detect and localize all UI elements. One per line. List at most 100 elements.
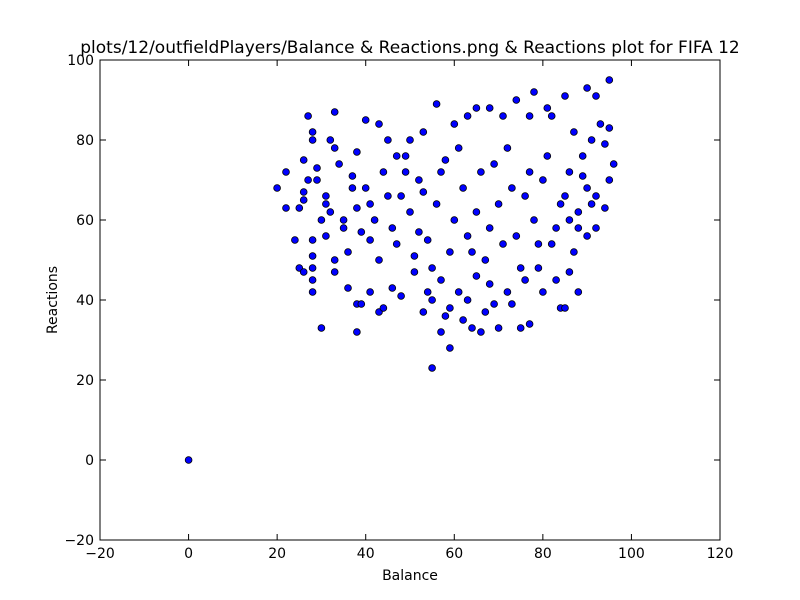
- data-point: [344, 284, 352, 292]
- data-point: [543, 152, 552, 160]
- data-point: [397, 292, 405, 300]
- data-point: [485, 224, 494, 232]
- data-point: [578, 172, 587, 180]
- data-point: [565, 168, 574, 176]
- data-point: [547, 112, 556, 120]
- data-point: [583, 184, 591, 192]
- y-tick-label: 60: [76, 213, 94, 229]
- data-point: [308, 264, 317, 272]
- data-point: [601, 204, 609, 212]
- data-point: [503, 144, 512, 152]
- data-point: [530, 216, 538, 224]
- data-point: [574, 208, 583, 216]
- data-point: [282, 204, 290, 212]
- data-point: [446, 304, 454, 312]
- data-point: [326, 208, 335, 216]
- data-point: [534, 264, 543, 272]
- data-point: [574, 224, 583, 232]
- data-point: [308, 236, 317, 244]
- data-point: [366, 200, 374, 208]
- data-point: [512, 232, 521, 240]
- data-point: [295, 204, 304, 212]
- data-point: [494, 324, 503, 332]
- data-point: [525, 112, 534, 120]
- data-point: [472, 272, 481, 280]
- data-point: [543, 104, 552, 112]
- data-point: [490, 160, 498, 168]
- data-point: [406, 208, 414, 216]
- data-point: [472, 104, 481, 112]
- data-point: [273, 184, 281, 192]
- data-point: [308, 276, 317, 284]
- data-point: [308, 252, 317, 260]
- data-point: [392, 240, 401, 248]
- data-point: [357, 228, 366, 236]
- data-point: [508, 184, 516, 192]
- x-tick-label: 0: [184, 546, 193, 562]
- data-point: [348, 184, 357, 192]
- data-point: [330, 256, 339, 264]
- data-point: [450, 216, 459, 224]
- data-point: [481, 308, 490, 316]
- data-point: [317, 324, 326, 332]
- data-point: [570, 128, 578, 136]
- data-point: [299, 196, 308, 204]
- y-tick-label: 20: [76, 373, 94, 389]
- data-point: [353, 148, 361, 156]
- data-point: [375, 256, 383, 264]
- data-point: [454, 144, 463, 152]
- data-point: [494, 200, 503, 208]
- data-point: [583, 84, 591, 92]
- y-axis-label: Reactions: [45, 266, 61, 334]
- data-point: [530, 88, 538, 96]
- data-point: [512, 96, 521, 104]
- data-point: [335, 160, 343, 168]
- data-point: [490, 300, 498, 308]
- data-point: [410, 268, 419, 276]
- data-point: [587, 200, 596, 208]
- data-point: [463, 232, 472, 240]
- data-point: [534, 240, 543, 248]
- data-point: [609, 160, 618, 168]
- data-point: [392, 152, 401, 160]
- data-point: [508, 300, 516, 308]
- data-point: [291, 236, 299, 244]
- data-point: [299, 156, 308, 164]
- data-point: [574, 288, 583, 296]
- chart-title: plots/12/outfieldPlayers/Balance & React…: [80, 38, 739, 58]
- data-point: [525, 320, 534, 328]
- data-point: [561, 92, 569, 100]
- data-point: [587, 136, 596, 144]
- data-point: [521, 276, 529, 284]
- data-point: [605, 124, 614, 132]
- data-point: [592, 92, 600, 100]
- data-point: [485, 104, 494, 112]
- data-point: [308, 288, 317, 296]
- ticks-layer: −20 0 20 40 60 80 100 120 −20 0 20 40 60 80 100: [64, 53, 733, 562]
- data-point: [441, 312, 450, 320]
- x-tick-label: 40: [357, 546, 375, 562]
- data-point: [578, 152, 587, 160]
- x-tick-label: 80: [534, 546, 552, 562]
- data-point: [361, 116, 370, 124]
- data-point: [499, 240, 507, 248]
- data-point: [415, 176, 423, 184]
- data-point: [401, 152, 410, 160]
- data-point: [379, 168, 388, 176]
- data-point: [565, 216, 574, 224]
- data-point: [437, 276, 445, 284]
- data-point: [596, 120, 605, 128]
- data-point: [450, 120, 459, 128]
- y-tick-label: 40: [76, 293, 94, 309]
- data-point: [605, 176, 614, 184]
- data-point: [570, 248, 578, 256]
- data-point: [521, 192, 529, 200]
- y-tick-label: 80: [76, 133, 94, 149]
- data-point: [561, 192, 569, 200]
- data-point: [432, 100, 441, 108]
- data-point: [366, 236, 374, 244]
- data-point: [361, 184, 370, 192]
- data-point: [299, 268, 308, 276]
- data-point: [592, 192, 600, 200]
- data-point: [459, 316, 467, 324]
